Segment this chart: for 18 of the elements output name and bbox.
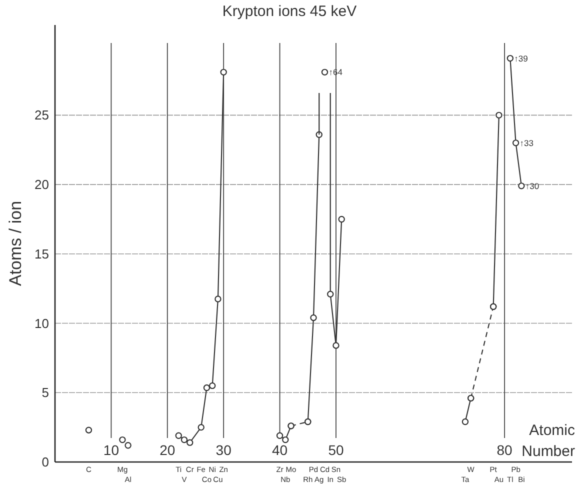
annotation: ↑30 [525,180,540,191]
y-tick-label: 15 [34,246,49,262]
x-tick-label: 40 [272,442,288,458]
x-axis-title: Atomic Number [522,422,576,460]
chart-title: Krypton ions 45 keV [222,3,357,20]
y-tick-label: 25 [34,108,49,123]
x-tick-label: 30 [216,442,232,458]
x-tick-label: 20 [160,442,176,458]
y-tick-label: 20 [34,177,49,192]
y-tick-label: 10 [34,316,49,331]
x-tick-label: 10 [103,442,120,458]
y-axis-title: Atoms / ion [6,200,25,286]
y-tick-label: 5 [42,385,49,400]
annotation: ↑39 [514,53,528,64]
y-tick-label: 0 [42,454,49,470]
annotation: ↑33 [520,138,534,148]
x-tick-label: 80 [496,442,513,458]
x-tick-label: 50 [328,442,344,458]
